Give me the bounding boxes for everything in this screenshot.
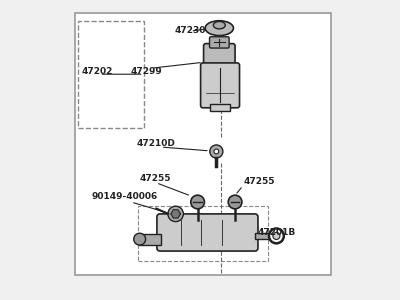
FancyBboxPatch shape bbox=[210, 37, 229, 48]
FancyBboxPatch shape bbox=[157, 214, 258, 251]
Circle shape bbox=[269, 229, 284, 243]
Text: 47230: 47230 bbox=[175, 26, 206, 34]
FancyBboxPatch shape bbox=[204, 44, 235, 65]
Circle shape bbox=[214, 149, 219, 154]
Text: 47299: 47299 bbox=[131, 67, 163, 76]
FancyBboxPatch shape bbox=[200, 63, 240, 108]
Text: 47202: 47202 bbox=[81, 67, 112, 76]
Bar bbox=[75, 13, 331, 275]
Bar bbox=[139, 234, 161, 244]
Circle shape bbox=[168, 206, 183, 222]
Circle shape bbox=[191, 195, 204, 209]
Text: 47255: 47255 bbox=[140, 174, 172, 183]
Text: 90149-40006: 90149-40006 bbox=[92, 192, 158, 201]
Circle shape bbox=[210, 145, 223, 158]
Text: 47210D: 47210D bbox=[136, 139, 175, 148]
Text: 47201B: 47201B bbox=[258, 228, 296, 237]
Ellipse shape bbox=[205, 21, 234, 36]
Circle shape bbox=[134, 233, 146, 245]
Bar bbox=[138, 206, 268, 262]
Ellipse shape bbox=[213, 22, 225, 29]
Text: 47255: 47255 bbox=[243, 177, 274, 186]
Bar bbox=[78, 21, 144, 128]
Bar bbox=[255, 232, 274, 239]
Circle shape bbox=[273, 232, 280, 239]
Bar bbox=[210, 104, 230, 111]
Circle shape bbox=[228, 195, 242, 209]
Polygon shape bbox=[171, 210, 180, 218]
